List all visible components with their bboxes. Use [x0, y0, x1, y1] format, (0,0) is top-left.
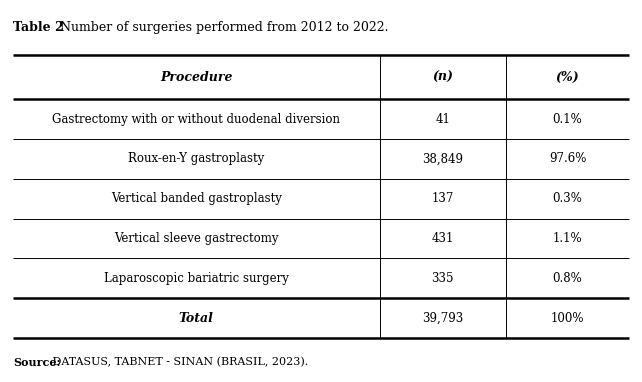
Text: 0.3%: 0.3% [553, 192, 582, 205]
Text: 431: 431 [431, 232, 454, 245]
Text: Procedure: Procedure [160, 71, 232, 84]
Text: (n): (n) [432, 71, 453, 84]
Text: Gastrectomy with or without duodenal diversion: Gastrectomy with or without duodenal div… [52, 113, 340, 126]
Text: 0.8%: 0.8% [553, 272, 582, 285]
Text: Source:: Source: [13, 357, 60, 368]
Text: (%): (%) [556, 71, 579, 84]
Text: 41: 41 [435, 113, 450, 126]
Text: 1.1%: 1.1% [553, 232, 582, 245]
Text: 137: 137 [431, 192, 454, 205]
Text: Vertical sleeve gastrectomy: Vertical sleeve gastrectomy [114, 232, 279, 245]
Text: DATASUS, TABNET - SINAN (BRASIL, 2023).: DATASUS, TABNET - SINAN (BRASIL, 2023). [49, 357, 309, 367]
Text: 335: 335 [431, 272, 454, 285]
Text: 97.6%: 97.6% [549, 152, 586, 165]
Text: 100%: 100% [551, 311, 584, 325]
Text: Table 2: Table 2 [13, 21, 64, 34]
Text: 39,793: 39,793 [422, 311, 464, 325]
Text: 0.1%: 0.1% [553, 113, 582, 126]
Text: Number of surgeries performed from 2012 to 2022.: Number of surgeries performed from 2012 … [56, 21, 389, 34]
Text: Total: Total [178, 311, 214, 325]
Text: Laparoscopic bariatric surgery: Laparoscopic bariatric surgery [104, 272, 289, 285]
Text: Roux-en-Y gastroplasty: Roux-en-Y gastroplasty [128, 152, 265, 165]
Text: 38,849: 38,849 [422, 152, 464, 165]
Text: Vertical banded gastroplasty: Vertical banded gastroplasty [111, 192, 282, 205]
